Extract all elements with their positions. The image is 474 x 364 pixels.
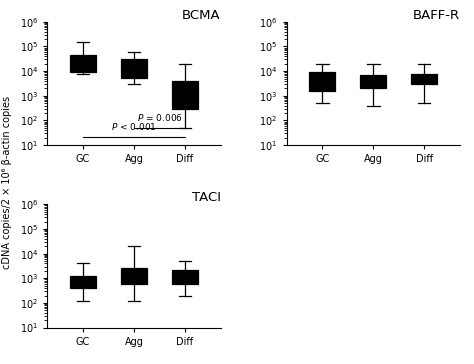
PathPatch shape [172,81,198,109]
PathPatch shape [411,74,437,84]
PathPatch shape [172,270,198,284]
PathPatch shape [121,269,147,284]
PathPatch shape [360,75,386,88]
Text: BAFF-R: BAFF-R [413,9,460,22]
Text: $P$ = 0.006: $P$ = 0.006 [137,112,182,123]
Text: TACI: TACI [191,191,221,204]
Text: $P$ < 0.001: $P$ < 0.001 [111,120,157,132]
PathPatch shape [70,55,96,72]
PathPatch shape [121,59,147,78]
PathPatch shape [70,276,96,288]
Text: cDNA copies/2 × 10⁶ β-actin copies: cDNA copies/2 × 10⁶ β-actin copies [2,95,12,269]
Text: BCMA: BCMA [182,9,221,22]
PathPatch shape [310,72,335,91]
